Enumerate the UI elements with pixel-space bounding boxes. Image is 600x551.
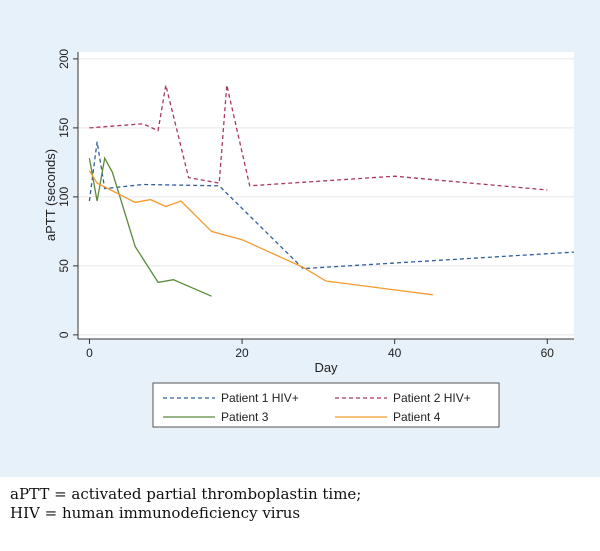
y-axis-label: aPTT (seconds) [43, 149, 58, 241]
y-tick-label: 150 [57, 118, 71, 138]
legend-label: Patient 1 HIV+ [221, 391, 299, 405]
series-line-patient-1-hiv [88, 141, 575, 270]
y-tick-label: 0 [57, 331, 71, 338]
series-line-patient-4 [88, 170, 433, 296]
legend-label: Patient 4 [393, 410, 441, 424]
legend-label: Patient 3 [221, 410, 269, 424]
legend-box [152, 382, 500, 428]
y-tick-label: 100 [57, 187, 71, 207]
x-tick-label: 0 [86, 346, 93, 360]
legend: Patient 1 HIV+ Patient 2 HIV+ Patient 3 Pat… [152, 382, 500, 428]
figure-caption: aPTT = activated partial thromboplastin … [10, 485, 590, 523]
y-tick-label: 200 [57, 49, 71, 69]
x-tick-label: 60 [541, 346, 555, 360]
gridlines [78, 58, 574, 336]
x-axis-ticks: 0 20 40 60 [86, 339, 554, 360]
caption-line-2: HIV = human immunodeficiency virus [10, 504, 301, 522]
y-tick-label: 50 [57, 259, 71, 273]
series-line-patient-3 [88, 156, 212, 297]
y-axis-ticks: 0 50 100 150 200 [57, 49, 78, 338]
x-tick-label: 40 [388, 346, 402, 360]
plot-area [78, 52, 574, 339]
caption-line-1: aPTT = activated partial thromboplastin … [10, 485, 362, 503]
x-tick-label: 20 [235, 346, 249, 360]
x-axis-label: Day [314, 360, 338, 375]
chart-panel: 0 20 40 60 0 50 100 150 200 Day aPTT (seconds) … [0, 0, 600, 477]
series-line-patient-2-hiv [89, 84, 548, 191]
legend-label: Patient 2 HIV+ [393, 391, 471, 405]
series-lines [88, 84, 575, 297]
